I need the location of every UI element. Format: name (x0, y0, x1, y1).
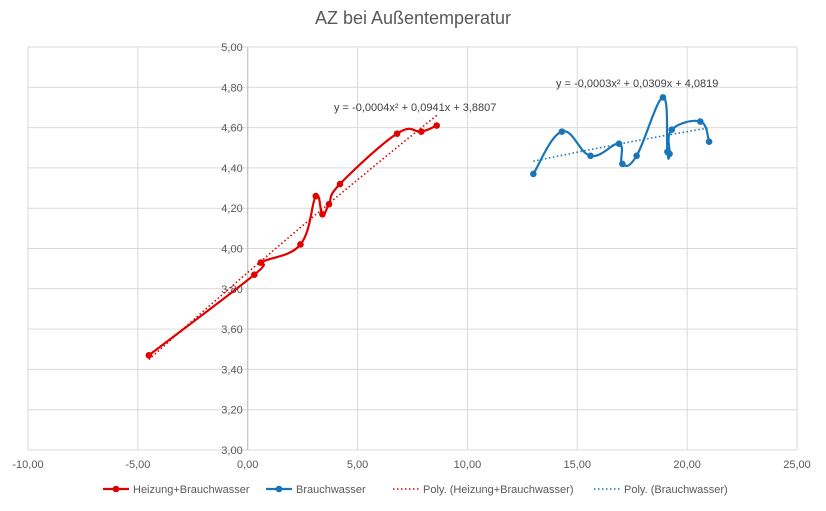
data-point (433, 122, 440, 129)
data-point (145, 351, 153, 359)
data-point (666, 150, 673, 158)
y-tick-label: 4,00 (221, 244, 242, 256)
y-tick-label: 3,60 (221, 324, 242, 336)
y-tick-label: 3,40 (221, 364, 242, 376)
data-point (319, 210, 326, 218)
series-line (148, 124, 438, 357)
data-point (393, 130, 401, 137)
y-tick-label: 4,40 (221, 163, 242, 175)
data-point (615, 140, 623, 148)
legend-label: Heizung+Brauchwasser (133, 484, 250, 496)
grid-lines (27, 46, 798, 451)
x-tick-label: -10,00 (12, 459, 43, 471)
legend-label: Poly. (Heizung+Brauchwasser) (423, 484, 574, 496)
x-tick-label: 0,00 (237, 459, 258, 471)
x-tick-label: 20,00 (673, 459, 701, 471)
x-tick-label: 10,00 (454, 459, 482, 471)
x-tick-label: 5,00 (347, 459, 368, 471)
legend-item: Heizung+Brauchwasser (103, 484, 250, 496)
data-point (558, 128, 566, 135)
trendline (533, 127, 710, 163)
data-point (633, 152, 640, 160)
data-point (325, 200, 333, 208)
x-tick-label: -5,00 (125, 459, 150, 471)
data-point (668, 126, 676, 133)
legend-marker (112, 485, 120, 493)
data-series (145, 94, 713, 359)
legend-item: Poly. (Brauchwasser) (594, 484, 728, 496)
data-point (257, 259, 265, 266)
x-tick-label: 25,00 (783, 459, 811, 471)
trendline-equation: y = -0,0003x² + 0,0309x + 4,0819 (556, 78, 718, 90)
legend-marker (275, 485, 283, 493)
y-tick-label: 5,00 (221, 42, 242, 54)
data-point (530, 170, 537, 178)
data-point (251, 271, 258, 278)
legend: Heizung+Brauchwasser Brauchwasser Poly. (H… (103, 484, 728, 496)
legend-label: Poly. (Brauchwasser) (624, 484, 728, 496)
data-point (312, 192, 320, 200)
y-tick-label: 3,00 (221, 445, 242, 457)
legend-item: Brauchwasser (266, 484, 366, 496)
data-point (705, 138, 713, 146)
trendline-equations: y = -0,0004x² + 0,0941x + 3,8807 y = -0,0… (334, 78, 718, 114)
trendline (148, 114, 438, 361)
x-tick-label: 15,00 (564, 459, 592, 471)
data-point (336, 180, 344, 188)
axis-tick-labels: -10,00 -5,00 0,00 5,00 10,00 15,00 20,00 25,00 3… (12, 42, 810, 471)
data-point (297, 241, 304, 248)
y-tick-label: 4,80 (221, 82, 242, 94)
data-point (619, 160, 626, 168)
chart-title: AZ bei Außentemperatur (314, 8, 512, 28)
y-tick-label: 3,20 (221, 405, 242, 417)
data-point (417, 128, 425, 135)
y-tick-label: 4,20 (221, 203, 242, 215)
trendline-equation: y = -0,0004x² + 0,0941x + 3,8807 (334, 102, 496, 114)
data-point (659, 94, 667, 101)
trendlines (148, 114, 710, 361)
data-point (697, 118, 704, 125)
legend-label: Brauchwasser (296, 484, 366, 496)
legend-item: Poly. (Heizung+Brauchwasser) (393, 484, 574, 496)
y-tick-label: 4,60 (221, 123, 242, 135)
data-point (587, 152, 594, 160)
